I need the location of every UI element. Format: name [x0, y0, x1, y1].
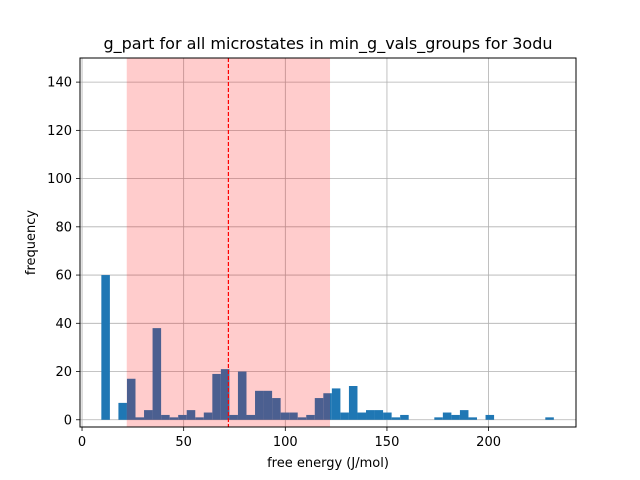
histogram-bar: [101, 275, 110, 420]
histogram-bar: [459, 410, 469, 420]
y-tick-label: 0: [64, 413, 72, 428]
histogram-bar: [366, 410, 375, 420]
histogram-bar: [126, 378, 136, 420]
histogram-bar: [451, 414, 460, 420]
histogram-bar: [203, 412, 213, 420]
histogram-bar: [220, 369, 230, 420]
histogram-bar: [152, 328, 162, 420]
histogram-bar: [280, 412, 290, 420]
y-tick-label: 40: [55, 317, 72, 332]
histogram-bar: [297, 417, 307, 420]
y-axis-label: frequency: [24, 210, 39, 276]
histogram-bar: [391, 417, 401, 420]
histogram-bar: [178, 414, 187, 420]
x-tick-label: 50: [175, 435, 192, 450]
histogram-bar: [383, 412, 392, 420]
y-tick-label: 100: [47, 172, 72, 187]
plot-frame: [79, 57, 577, 428]
histogram-bar: [263, 390, 273, 420]
histogram-bar: [144, 410, 153, 420]
histogram-bar: [229, 414, 238, 420]
histogram-bar: [323, 393, 332, 420]
histogram-bar: [255, 390, 264, 420]
y-tick-label: 80: [55, 220, 72, 235]
chart-title: g_part for all microstates in min_g_vals…: [103, 34, 552, 54]
histogram-bar: [485, 414, 495, 420]
x-tick-label: 200: [476, 435, 501, 450]
histogram-bar: [348, 386, 358, 420]
x-tick-label: 100: [273, 435, 298, 450]
axis-ticks: 0 50 100 150 200 0 20 40 60 80 100 120 140: [47, 76, 501, 450]
histogram-bar: [331, 388, 341, 420]
y-tick-label: 120: [47, 124, 72, 139]
histogram-bar: [400, 414, 409, 420]
y-tick-label: 140: [47, 76, 72, 91]
x-tick-label: 150: [375, 435, 400, 450]
bars: [101, 275, 554, 420]
histogram-bar: [186, 410, 196, 420]
histogram-bar: [272, 398, 281, 420]
histogram-bar: [314, 398, 324, 420]
histogram-bar: [289, 412, 298, 420]
histogram-bar: [442, 412, 452, 420]
histogram-bar: [161, 414, 170, 420]
y-tick-label: 60: [55, 269, 72, 284]
histogram-bar: [135, 417, 145, 420]
x-axis-label: free energy (J/mol): [267, 456, 389, 471]
x-tick-label: 0: [78, 435, 86, 450]
histogram-bar: [340, 412, 349, 420]
histogram-bar: [195, 417, 204, 420]
histogram-bar: [118, 402, 127, 420]
histogram-bar: [357, 412, 367, 420]
grid: [80, 58, 576, 427]
histogram-bar: [237, 371, 247, 420]
y-tick-label: 20: [55, 365, 72, 380]
histogram-bar: [374, 410, 384, 420]
histogram-bar: [545, 417, 554, 420]
histogram-bar: [169, 417, 179, 420]
histogram-bar: [306, 414, 315, 420]
histogram-bar: [468, 417, 478, 420]
histogram-bar: [434, 417, 443, 420]
histogram-bar: [246, 414, 256, 420]
histogram-bar: [212, 373, 221, 420]
